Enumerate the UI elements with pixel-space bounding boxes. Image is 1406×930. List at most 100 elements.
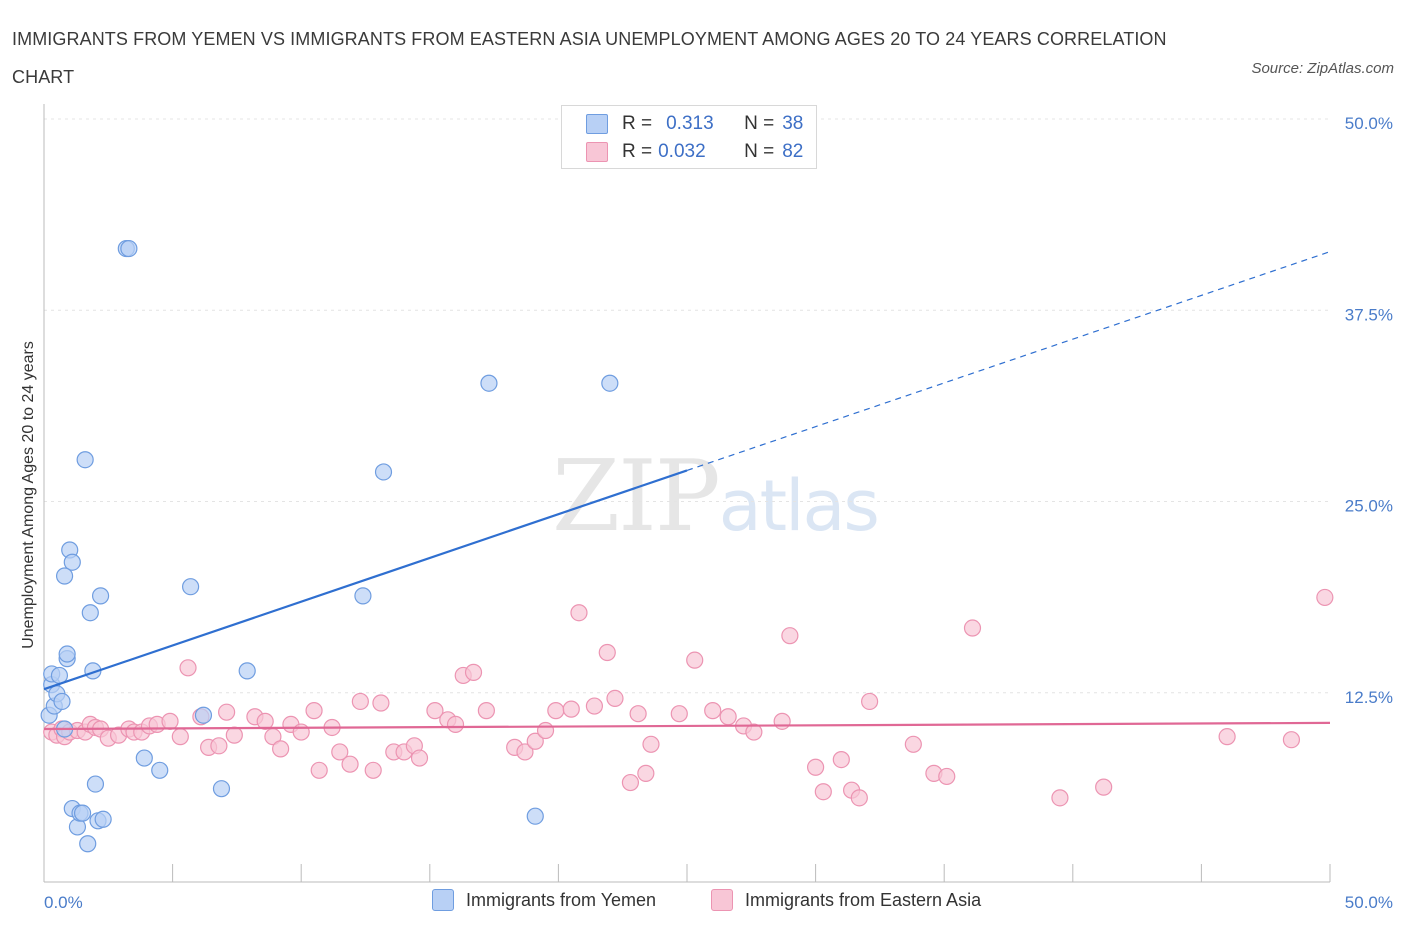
legend-row-yemen: R = 0.313 N = 38 (586, 111, 803, 137)
data-point-yemen (58, 645, 76, 663)
legend-r-label: R = (622, 141, 653, 162)
trend-line-yemen-projection (686, 251, 1331, 471)
data-point-eastern-asia (1282, 731, 1301, 749)
data-point-yemen (81, 604, 99, 622)
data-point-yemen (194, 706, 213, 724)
data-point-eastern-asia (341, 755, 359, 773)
bottom-legend-eastern-asia: Immigrants from Eastern Asia (711, 889, 981, 911)
y-axis-title: Unemployment Among Ages 20 to 24 years (20, 341, 37, 649)
trend-line-eastern-asia (43, 721, 1331, 731)
data-point-eastern-asia (446, 715, 465, 734)
data-point-yemen (526, 807, 544, 825)
data-point-eastern-asia (1095, 778, 1113, 796)
data-point-eastern-asia (351, 692, 369, 711)
y-tick-label: 50.0% (1345, 114, 1393, 133)
data-point-eastern-asia (161, 712, 179, 730)
data-point-eastern-asia (629, 705, 647, 723)
series-yemen (40, 239, 619, 853)
data-point-eastern-asia (305, 702, 323, 720)
data-point-yemen (94, 810, 112, 828)
data-point-eastern-asia (1316, 588, 1334, 607)
data-point-yemen (120, 239, 138, 258)
data-point-eastern-asia (179, 659, 197, 677)
axes (43, 104, 1330, 883)
data-point-eastern-asia (704, 702, 722, 720)
series-eastern-asia (43, 588, 1334, 807)
data-point-yemen (76, 451, 94, 469)
y-tick-label: 37.5% (1345, 305, 1393, 324)
data-point-eastern-asia (642, 735, 660, 753)
data-point-eastern-asia (1051, 789, 1069, 807)
bottom-legend-yemen: Immigrants from Yemen (432, 889, 656, 911)
data-point-yemen (601, 374, 619, 392)
data-point-eastern-asia (171, 728, 189, 746)
data-point-yemen (480, 374, 498, 392)
data-point-eastern-asia (256, 712, 274, 730)
data-point-eastern-asia (781, 627, 799, 645)
data-point-yemen (73, 804, 92, 822)
y-tick-label: 25.0% (1345, 497, 1393, 516)
data-point-yemen (182, 578, 200, 596)
data-point-yemen (374, 463, 393, 481)
data-point-eastern-asia (310, 761, 328, 779)
correlation-legend: R = 0.313 N = 38 R = 0.032 N = 82 (561, 105, 817, 169)
bottom-legend-label-eastern-asia: Immigrants from Eastern Asia (745, 889, 982, 910)
chart-title: IMMIGRANTS FROM YEMEN VS IMMIGRANTS FROM… (12, 29, 1167, 87)
data-point-yemen (63, 553, 81, 571)
data-point-yemen (238, 662, 256, 680)
data-point-eastern-asia (686, 651, 704, 669)
data-point-eastern-asia (670, 705, 688, 723)
trend-line-yemen (43, 469, 688, 691)
data-point-eastern-asia (364, 761, 382, 779)
bottom-legend-swatch-yemen (432, 889, 454, 911)
data-point-eastern-asia (832, 750, 850, 769)
data-point-yemen (91, 587, 110, 605)
legend-n-value: 38 (782, 113, 804, 134)
x-tick-label-max: 50.0% (1345, 893, 1393, 912)
legend-swatch-yemen (586, 114, 608, 134)
data-point-eastern-asia (372, 694, 390, 712)
y-tick-label: 12.5% (1345, 688, 1393, 707)
data-point-eastern-asia (814, 783, 832, 801)
data-point-yemen (55, 567, 74, 585)
data-point-eastern-asia (225, 726, 243, 744)
grid-lines (44, 118, 1330, 694)
source-label: Source: ZipAtlas.com (1251, 60, 1394, 77)
legend-row-eastern-asia: R = 0.032 N = 82 (586, 139, 803, 165)
data-point-eastern-asia (477, 702, 495, 720)
data-point-yemen (79, 835, 97, 853)
data-point-eastern-asia (570, 604, 588, 622)
legend-r-value: 0.032 (658, 141, 706, 162)
legend-n-value: 82 (782, 141, 804, 162)
data-point-eastern-asia (218, 703, 236, 721)
data-point-eastern-asia (464, 663, 483, 681)
data-point-eastern-asia (598, 643, 616, 662)
data-point-eastern-asia (850, 789, 868, 807)
data-point-yemen (86, 775, 105, 793)
data-point-eastern-asia (963, 619, 982, 637)
axis-ticks (172, 864, 1331, 882)
legend-swatch-eastern-asia (586, 142, 608, 162)
data-point-eastern-asia (806, 758, 825, 776)
data-point-eastern-asia (562, 700, 580, 718)
trend-lines (43, 251, 1331, 731)
bottom-legend-label-yemen: Immigrants from Yemen (466, 889, 657, 910)
data-point-eastern-asia (272, 740, 290, 758)
data-point-yemen (151, 761, 169, 779)
legend-n-label: N = (744, 113, 775, 134)
data-point-eastern-asia (210, 737, 228, 755)
data-point-eastern-asia (410, 749, 429, 767)
data-point-yemen (53, 692, 71, 711)
data-point-yemen (135, 749, 153, 767)
data-point-eastern-asia (745, 723, 763, 741)
legend-r-value: 0.313 (666, 113, 714, 134)
legend-n-label: N = (744, 141, 775, 162)
data-point-eastern-asia (938, 767, 956, 786)
data-point-eastern-asia (585, 697, 604, 715)
data-point-eastern-asia (606, 689, 624, 708)
data-point-eastern-asia (536, 721, 555, 740)
data-point-eastern-asia (719, 708, 737, 726)
data-point-eastern-asia (1218, 728, 1236, 746)
data-point-eastern-asia (621, 773, 640, 792)
data-point-eastern-asia (904, 735, 922, 753)
